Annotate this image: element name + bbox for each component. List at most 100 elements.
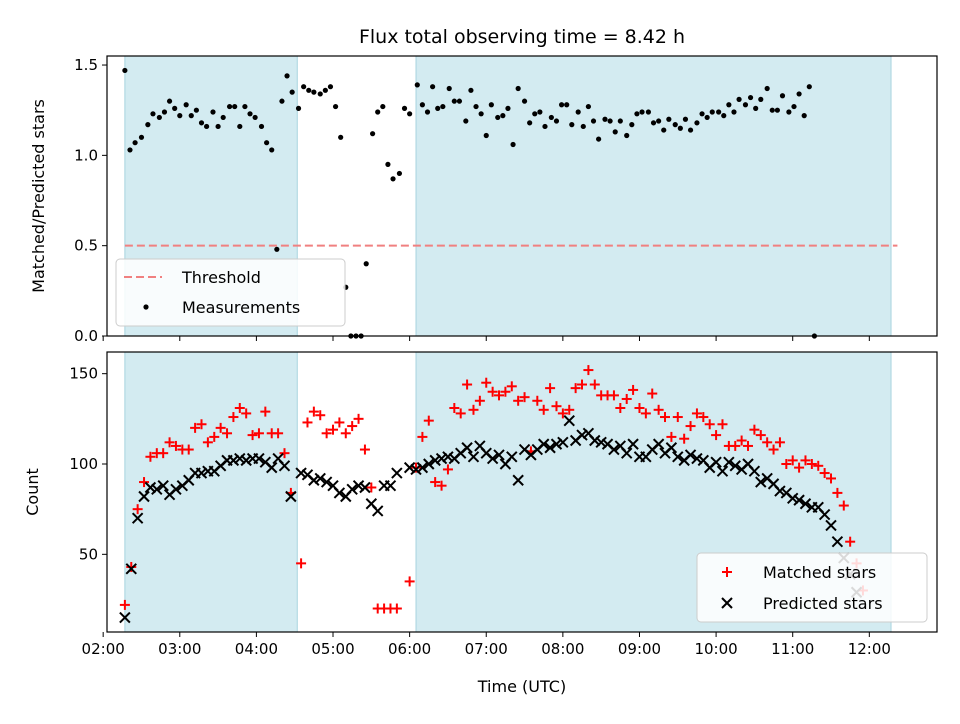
predicted-star-point bbox=[774, 485, 786, 497]
matched-star-point bbox=[589, 379, 600, 390]
x-stroke-b bbox=[346, 483, 358, 495]
x-stroke-b bbox=[119, 611, 131, 624]
measurement-point bbox=[786, 109, 792, 115]
measurement-point bbox=[446, 85, 452, 92]
matched-star-point bbox=[551, 401, 562, 412]
x-stroke-b bbox=[403, 461, 416, 474]
x-stroke-b bbox=[576, 429, 588, 441]
x-stroke-b bbox=[234, 452, 246, 465]
matched-star-point bbox=[634, 403, 645, 413]
x-stroke-b bbox=[151, 483, 163, 495]
measurement-point bbox=[687, 127, 694, 133]
measurement-point bbox=[709, 109, 715, 115]
matched-star-point bbox=[647, 388, 658, 399]
matched-star-point bbox=[334, 417, 345, 428]
measurement-point bbox=[645, 109, 652, 115]
predicted-star-point bbox=[131, 512, 144, 524]
predicted-star-point bbox=[557, 436, 569, 449]
measurement-point bbox=[553, 118, 560, 124]
predicted-star-point bbox=[729, 460, 741, 472]
x-stroke-b bbox=[691, 452, 703, 465]
measurement-point bbox=[375, 109, 381, 115]
measurement-point bbox=[332, 103, 339, 110]
measurement-point bbox=[390, 176, 396, 182]
matched-star-point bbox=[794, 462, 805, 473]
matched-star-point bbox=[296, 558, 307, 569]
measurement-point bbox=[419, 102, 425, 108]
measurement-point bbox=[716, 109, 722, 115]
x-stroke-b bbox=[138, 490, 150, 503]
measurement-point bbox=[585, 103, 592, 110]
x-stroke-b bbox=[461, 442, 473, 454]
bottom-legend-box bbox=[696, 552, 928, 623]
top-legend-box bbox=[115, 258, 346, 327]
measurement-point bbox=[132, 140, 138, 146]
predicted-star-point bbox=[352, 479, 365, 492]
x-stroke-b bbox=[259, 456, 272, 468]
matched-star-point bbox=[132, 504, 143, 515]
x-stroke-b bbox=[314, 472, 326, 485]
x-stroke-b bbox=[716, 465, 729, 477]
measurement-point bbox=[407, 111, 413, 117]
measurement-point bbox=[322, 87, 328, 93]
x-stroke-b bbox=[697, 454, 710, 467]
x-stroke-b bbox=[227, 454, 240, 467]
measurement-point bbox=[317, 91, 323, 97]
x-stroke-b bbox=[742, 458, 754, 470]
x-stroke-b bbox=[253, 452, 265, 465]
measurement-point bbox=[537, 109, 543, 115]
measurement-point bbox=[150, 111, 156, 117]
matched-star-point bbox=[145, 451, 156, 462]
x-stroke-b bbox=[595, 436, 607, 449]
predicted-star-point bbox=[125, 563, 137, 575]
x-stroke-b bbox=[557, 436, 569, 449]
x-stroke-b bbox=[429, 454, 441, 467]
x-stroke-b bbox=[480, 447, 492, 459]
x-stroke-b bbox=[144, 481, 157, 494]
predicted-star-point bbox=[621, 447, 633, 459]
predicted-star-point bbox=[119, 611, 131, 624]
x-stroke-b bbox=[799, 498, 812, 510]
legend-predicted-swatch bbox=[721, 597, 733, 609]
measurement-point bbox=[617, 118, 623, 124]
measurement-point bbox=[252, 114, 258, 121]
matched-star-point bbox=[730, 440, 741, 451]
predicted-star-point bbox=[723, 456, 735, 468]
matched-star-point bbox=[653, 404, 664, 415]
matched-star-point bbox=[500, 386, 511, 397]
x-stroke-b bbox=[467, 451, 480, 463]
measurement-point bbox=[424, 109, 431, 115]
matched-star-point bbox=[228, 412, 239, 423]
predicted-star-point bbox=[372, 505, 384, 517]
matched-star-point bbox=[359, 444, 370, 455]
matched-star-point bbox=[455, 408, 466, 419]
x-stroke-b bbox=[563, 414, 575, 427]
y-tick-label: 1.5 bbox=[74, 56, 98, 74]
x-stroke-b bbox=[767, 478, 780, 490]
x-stroke-b bbox=[825, 519, 837, 532]
predicted-star-point bbox=[384, 479, 397, 492]
matched-star-point bbox=[743, 440, 754, 451]
x-stroke-b bbox=[416, 461, 429, 474]
matched-star-point bbox=[666, 431, 677, 442]
matched-star-point bbox=[660, 412, 671, 423]
x-stroke-b bbox=[818, 508, 831, 521]
measurement-point bbox=[596, 136, 602, 142]
x-stroke-b bbox=[831, 535, 844, 548]
predicted-star-point bbox=[423, 458, 435, 470]
measurement-point bbox=[510, 141, 516, 148]
measurement-point bbox=[607, 118, 613, 124]
x-stroke-b bbox=[774, 485, 786, 497]
measurement-point bbox=[279, 98, 285, 104]
matched-star-point bbox=[468, 404, 479, 415]
y-tick-label: 100 bbox=[69, 455, 98, 473]
measurement-point bbox=[666, 116, 672, 122]
measurement-point bbox=[764, 85, 770, 92]
predicted-star-point bbox=[346, 483, 358, 495]
matched-star-points bbox=[119, 365, 868, 614]
bottom-y-axis-title: Count bbox=[23, 468, 42, 516]
matched-star-point bbox=[583, 365, 594, 376]
measurement-point bbox=[138, 134, 145, 140]
predicted-star-point bbox=[486, 452, 499, 465]
bottom-y-ticks: 50 100 150 bbox=[69, 365, 107, 563]
